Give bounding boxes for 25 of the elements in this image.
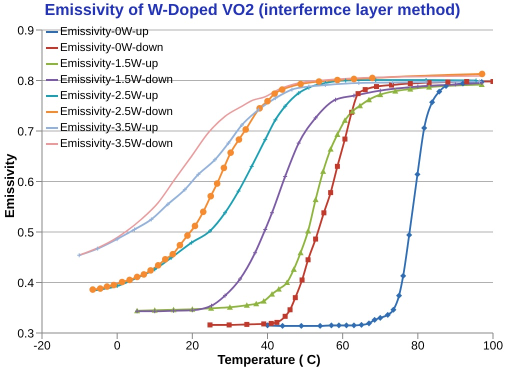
y-tick-label: 0.4 xyxy=(17,276,34,290)
legend-label: Emissivity-2.5W-up xyxy=(60,89,158,104)
x-tick-label: 20 xyxy=(186,338,200,353)
y-tick-label: 0.3 xyxy=(17,326,34,340)
y-tick-label: 0.7 xyxy=(17,124,34,138)
legend-label: Emissivity-0W-down xyxy=(60,41,164,56)
legend-label: Emissivity-3.5W-down xyxy=(60,137,173,152)
y-tick-label: 0.5 xyxy=(17,225,34,240)
x-tick-label: 60 xyxy=(336,338,350,353)
y-axis-title: Emissivity xyxy=(2,154,17,218)
x-axis-title: Temperature ( C) xyxy=(216,352,322,367)
chart-title: Emissivity of W-Doped VO2 (interfermce layer method) xyxy=(44,2,462,20)
x-tick-label: 0 xyxy=(114,338,121,353)
x-tick-label: -20 xyxy=(33,338,51,353)
legend-label: Emissivity-3.5W-up xyxy=(60,121,158,136)
legend-label: Emissivity-2.5W-down xyxy=(60,105,173,120)
y-tick-label: 0.8 xyxy=(17,74,34,88)
legend-label: Emissivity-1.5W-down xyxy=(60,73,173,88)
y-tick-label: 0.9 xyxy=(17,23,34,38)
x-tick-label: 100 xyxy=(482,338,504,353)
legend-label: Emissivity-0W-up xyxy=(60,25,149,40)
legend-label: Emissivity-1.5W-up xyxy=(60,57,158,72)
x-tick-label: 40 xyxy=(260,338,274,353)
x-tick-label: 80 xyxy=(411,338,425,353)
y-tick-label: 0.6 xyxy=(17,174,34,189)
